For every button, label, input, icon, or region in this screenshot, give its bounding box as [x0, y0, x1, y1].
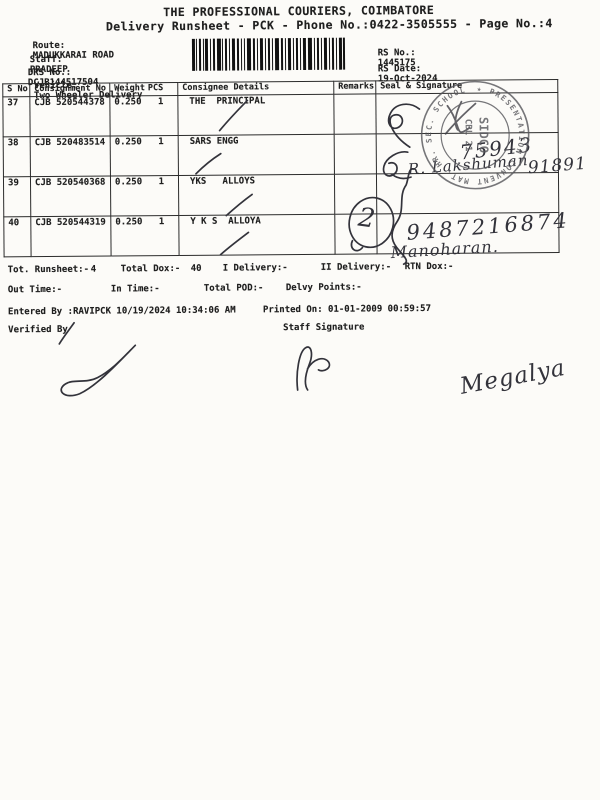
- pen-tick-row38: [195, 152, 222, 175]
- delivery-mark-row38: [382, 151, 412, 180]
- delivery-mark-row37: [387, 103, 421, 148]
- stamp-center-line2: CBL 21: [463, 119, 473, 152]
- seal-stamp: ★ PRESENTATION CONVENT MAT. HR. SEC. SCH…: [420, 80, 530, 190]
- stamp-signature-scribble: [444, 100, 477, 135]
- verified-by-signature: [60, 344, 137, 397]
- pen-tick-row37: [218, 99, 249, 132]
- stamp-ring-text: ★ PRESENTATION CONVENT MAT. HR. SEC. SCH…: [424, 84, 527, 187]
- stamp-outer-ring: [420, 80, 530, 190]
- svg-text:★ PRESENTATION CONVENT MAT. HR: ★ PRESENTATION CONVENT MAT. HR. SEC. SCH…: [424, 84, 527, 187]
- stamp-center-line1: SIDCO: [477, 117, 491, 153]
- barcode: [191, 37, 346, 71]
- pen-tick-verified-by: [58, 321, 75, 345]
- staff-signature-mark: [296, 346, 331, 391]
- stamp-inner-ring: [440, 100, 510, 170]
- handwritten-number-bottom: 91891: [527, 153, 588, 179]
- pen-tick-row40: [219, 231, 250, 256]
- circled-number-text: 2: [356, 202, 377, 235]
- circled-number-mark: [348, 196, 395, 252]
- bracket-mark-rows39-40: [391, 168, 415, 266]
- pen-tick-row39: [225, 193, 253, 217]
